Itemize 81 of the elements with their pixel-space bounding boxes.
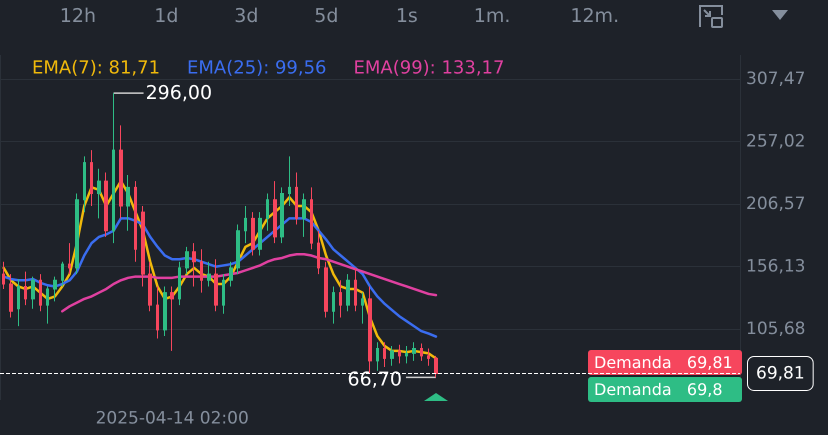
candlestick xyxy=(412,342,416,362)
candlestick xyxy=(207,261,211,287)
y-tick-label: 257,02 xyxy=(746,131,806,152)
candlestick xyxy=(214,258,218,312)
candlestick xyxy=(346,274,350,312)
candlestick xyxy=(200,248,203,294)
text: 12h xyxy=(60,5,96,27)
text: 12m. xyxy=(570,5,620,27)
text: 1s xyxy=(396,5,418,27)
candlestick xyxy=(156,286,159,340)
candlestick xyxy=(302,193,306,238)
text: EMA(99): 133,17 xyxy=(354,58,504,78)
candlestick xyxy=(170,286,174,352)
candlestick xyxy=(61,261,64,287)
ref-line-label: 69,81 xyxy=(756,363,805,384)
candlestick xyxy=(75,193,79,275)
candlestick xyxy=(192,242,196,287)
candlestick xyxy=(258,212,262,256)
candlestick xyxy=(178,261,181,306)
candlestick xyxy=(295,172,298,226)
candlestick xyxy=(53,276,57,302)
candlestick xyxy=(104,172,108,238)
candlestick xyxy=(24,271,27,306)
candlestick xyxy=(31,276,35,310)
text: 3d xyxy=(234,5,258,27)
candlestick xyxy=(163,286,167,337)
candlestick xyxy=(229,261,233,287)
line-series xyxy=(61,253,438,313)
candlestick xyxy=(222,274,225,314)
candlestick xyxy=(236,224,240,275)
candlestick xyxy=(273,180,277,244)
y-tick-label: 307,47 xyxy=(746,68,806,89)
candlestick xyxy=(39,274,42,312)
text: 1d xyxy=(154,5,178,27)
candlestick xyxy=(383,342,386,368)
text: EMA(7): 81,71 xyxy=(32,58,160,78)
candlestick xyxy=(361,292,364,324)
text: 5d xyxy=(314,5,338,27)
candlestick xyxy=(46,286,49,324)
candlestick xyxy=(390,345,394,366)
candlestick xyxy=(339,280,342,318)
candlestick xyxy=(97,168,101,219)
candlestick xyxy=(405,345,408,364)
text: EMA(25): 99,56 xyxy=(187,58,327,78)
candlestick xyxy=(83,156,86,213)
candlestick xyxy=(317,230,320,275)
candlestick xyxy=(2,261,5,290)
candlestick xyxy=(148,261,152,312)
candlestick xyxy=(126,174,130,232)
text: Demanda 69,81 xyxy=(594,353,733,372)
candlestick xyxy=(141,205,145,287)
y-tick-label: 156,13 xyxy=(746,256,806,276)
candlestick xyxy=(376,342,379,372)
annotation: 66,70 xyxy=(348,368,402,390)
candlestick xyxy=(354,267,357,312)
candlestick xyxy=(90,150,93,206)
candlestick xyxy=(332,286,335,324)
candlestick xyxy=(9,274,13,318)
candlestick xyxy=(324,261,328,318)
candlestick xyxy=(251,212,255,256)
annotation: 296,00 xyxy=(146,82,212,104)
candlestick xyxy=(398,344,401,364)
candlestick xyxy=(280,186,284,244)
candlestick xyxy=(68,242,71,275)
candlestick xyxy=(112,92,115,244)
candlestick xyxy=(310,186,313,250)
text: Demanda 69,8 xyxy=(594,380,723,399)
text: 1m. xyxy=(474,5,510,27)
x-tick-label: 2025-04-14 02:00 xyxy=(96,408,249,428)
candlestick xyxy=(119,124,123,219)
candlestick xyxy=(420,342,423,362)
candlestick xyxy=(266,193,269,232)
candlestick xyxy=(134,180,137,262)
y-tick-label: 206,57 xyxy=(746,194,806,214)
candlestick xyxy=(185,246,189,275)
candlestick xyxy=(427,348,430,366)
y-tick-label: 105,68 xyxy=(746,319,806,340)
candlestick xyxy=(434,355,438,378)
candlestick xyxy=(17,278,20,327)
candlestick xyxy=(288,156,291,206)
candlestick xyxy=(244,205,247,244)
